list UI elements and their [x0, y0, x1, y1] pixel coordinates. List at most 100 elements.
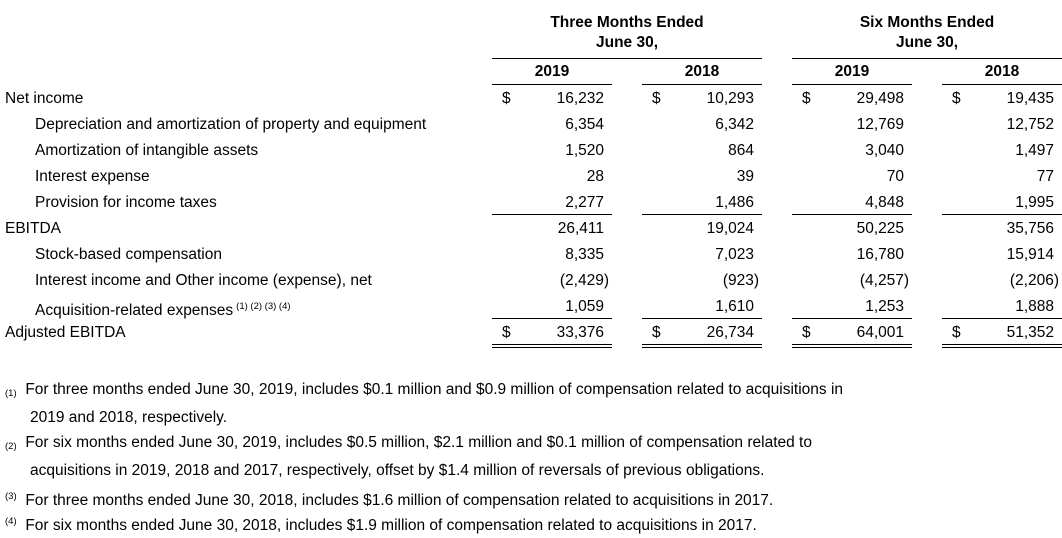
header-six-months-line2: June 30,: [895, 34, 959, 51]
value-cell-col1: 6,354: [565, 116, 604, 133]
row-label: Interest expense: [35, 168, 150, 186]
row-label-text: Amortization of intangible assets: [35, 142, 259, 159]
table-row: Interest expense 28 39 70 77: [0, 164, 1062, 190]
value-cell-col2: 39: [736, 168, 754, 185]
subtotal-rule: [942, 318, 1062, 319]
header-three-months-line1: Three Months Ended: [550, 14, 704, 31]
dollar-sign: $: [652, 324, 661, 341]
subtotal-rule: [792, 318, 912, 319]
footnote-2-marker: (2): [5, 441, 17, 452]
year-rule-col3: [792, 84, 912, 85]
value-cell-col1: 2,277: [565, 194, 604, 211]
dollar-sign: $: [802, 324, 811, 341]
value-cell-col3: 64,001: [856, 324, 904, 341]
value-cell-col3: 4,848: [865, 194, 904, 211]
value-cell-col3: 50,225: [856, 220, 904, 237]
value-cell-col2: 1,486: [715, 194, 754, 211]
table-row: Adjusted EBITDA $33,376 $26,734 $64,001 $51,…: [0, 320, 1062, 346]
row-label: Depreciation and amortization of propert…: [35, 116, 426, 134]
value-cell-col1: 1,059: [565, 298, 604, 315]
row-label-text: Interest expense: [35, 168, 150, 185]
table-row: Stock-based compensation 8,335 7,023 16,780…: [0, 242, 1062, 268]
value-cell-col4: 19,435: [1006, 90, 1054, 107]
table-row: EBITDA 26,411 19,024 50,225 35,756: [0, 216, 1062, 242]
table-row: Net income $16,232 $10,293 $29,498 $19,435: [0, 86, 1062, 112]
subtotal-rule: [492, 214, 612, 215]
double-underline: [492, 344, 612, 348]
value-cell-col1: 1,520: [565, 142, 604, 159]
value-cell-col4: 1,995: [1015, 194, 1054, 211]
header-rule-six-months: [792, 58, 1062, 59]
dollar-sign: $: [502, 90, 511, 107]
row-label-text: EBITDA: [5, 220, 61, 237]
subtotal-rule: [942, 214, 1062, 215]
value-cell-col2: (923): [722, 272, 759, 289]
value-cell-col3: (4,257): [859, 272, 909, 289]
value-cell-col1: 26,411: [557, 220, 604, 237]
footnote-4-line1: For six months ended June 30, 2018, incl…: [25, 517, 757, 534]
double-underline: [942, 344, 1062, 348]
value-cell-col1: 8,335: [565, 246, 604, 263]
footnote-2: (2) For six months ended June 30, 2019, …: [5, 431, 1055, 483]
row-label-text: Acquisition-related expenses: [35, 302, 234, 319]
double-underline: [792, 344, 912, 348]
footnote-3-marker: (3): [5, 491, 17, 502]
header-rule-three-months: [492, 58, 762, 59]
table-row: Provision for income taxes 2,277 1,486 4,84…: [0, 190, 1062, 216]
footnote-4: (4) For six months ended June 30, 2018, …: [5, 510, 1055, 538]
footnote-4-marker: (4): [5, 516, 17, 527]
row-label-text: Interest income and Other income (expens…: [35, 272, 372, 289]
subtotal-rule: [492, 318, 612, 319]
value-cell-col4: 1,888: [1015, 298, 1054, 315]
table-row: Acquisition-related expenses (1) (2) (3) …: [0, 294, 1062, 320]
dollar-sign: $: [952, 90, 961, 107]
value-cell-col4: (2,206): [1009, 272, 1059, 289]
subtotal-rule: [642, 318, 762, 319]
value-cell-col3: 70: [886, 168, 904, 185]
year-rule-col1: [492, 84, 612, 85]
row-label: Net income: [5, 90, 83, 108]
double-underline: [642, 344, 762, 348]
footnote-3: (3) For three months ended June 30, 2018…: [5, 485, 1055, 513]
row-label: Provision for income taxes: [35, 194, 217, 212]
value-cell-col4: 15,914: [1006, 246, 1054, 263]
year-header-col1: 2019: [534, 63, 570, 80]
table-row: Amortization of intangible assets 1,520 86…: [0, 138, 1062, 164]
value-cell-col1: 16,232: [556, 90, 604, 107]
table-row: Interest income and Other income (expens…: [0, 268, 1062, 294]
value-cell-col3: 29,498: [856, 90, 904, 107]
footnote-1-line2: 2019 and 2018, respectively.: [30, 409, 228, 426]
value-cell-col2: 7,023: [715, 246, 754, 263]
value-cell-col1: 28: [586, 168, 604, 185]
row-label-text: Net income: [5, 90, 84, 107]
value-cell-col4: 51,352: [1006, 324, 1054, 341]
row-label: Adjusted EBITDA: [5, 324, 126, 342]
value-cell-col3: 12,769: [856, 116, 904, 133]
row-label-text: Depreciation and amortization of propert…: [35, 116, 427, 133]
header-six-months-line1: Six Months Ended: [859, 14, 995, 31]
subtotal-rule: [792, 214, 912, 215]
row-label-text: Provision for income taxes: [35, 194, 217, 211]
footnote-1-marker: (1): [5, 388, 17, 399]
footnote-1: (1) For three months ended June 30, 2019…: [5, 378, 1055, 430]
year-header-col4: 2018: [984, 63, 1020, 80]
year-rule-col2: [642, 84, 762, 85]
value-cell-col3: 3,040: [865, 142, 904, 159]
value-cell-col4: 1,497: [1015, 142, 1054, 159]
value-cell-col4: 77: [1036, 168, 1054, 185]
dollar-sign: $: [952, 324, 961, 341]
row-label: Acquisition-related expenses (1) (2) (3) …: [35, 298, 291, 320]
value-cell-col1: (2,429): [559, 272, 609, 289]
value-cell-col1: 33,376: [556, 324, 604, 341]
dollar-sign: $: [652, 90, 661, 107]
value-cell-col4: 12,752: [1006, 116, 1054, 133]
header-three-months: Three Months Ended June 30,: [492, 13, 762, 53]
row-label-text: Stock-based compensation: [35, 246, 222, 263]
value-cell-col2: 10,293: [706, 90, 754, 107]
value-cell-col2: 26,734: [706, 324, 754, 341]
year-header-col3: 2019: [834, 63, 870, 80]
dollar-sign: $: [802, 90, 811, 107]
value-cell-col2: 1,610: [715, 298, 754, 315]
header-six-months: Six Months Ended June 30,: [792, 13, 1062, 53]
value-cell-col2: 19,024: [706, 220, 754, 237]
